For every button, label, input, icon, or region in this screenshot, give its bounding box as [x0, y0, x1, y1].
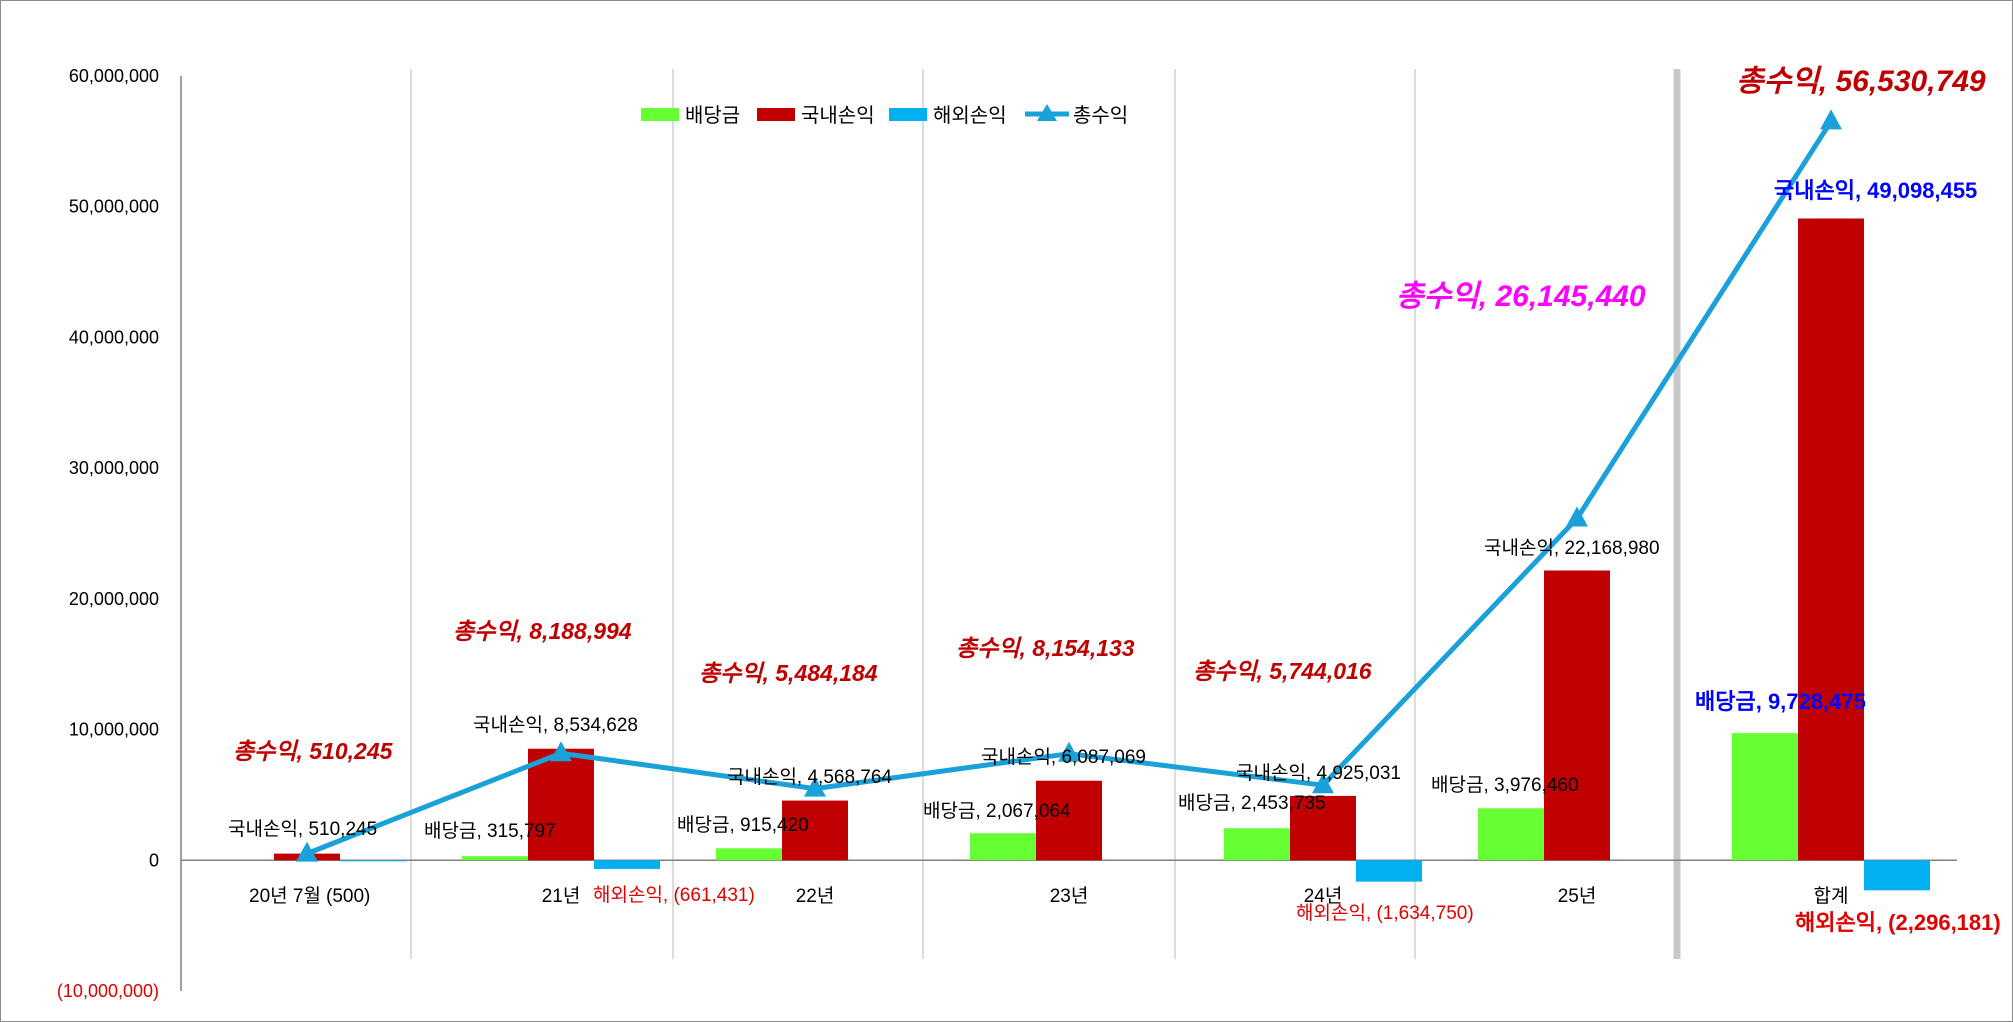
- domestic-bar: [1036, 780, 1102, 861]
- total-line: [296, 109, 1842, 862]
- triangle-marker-icon: [1037, 104, 1057, 121]
- dividend-bar: [970, 833, 1036, 861]
- domestic-bar: [528, 748, 594, 861]
- domestic-label-23y: 국내손익, 6,087,069: [981, 746, 1146, 768]
- overseas-bar: [340, 860, 406, 862]
- legend-label-domestic: 국내손익: [801, 104, 875, 127]
- dividend-label-sum: 배당금, 9,728,475: [1695, 689, 1866, 714]
- data-labels: 총수익, 510,245 국내손익, 510,245 (500) 총수익, 8,…: [228, 65, 2001, 935]
- domestic-label-22y: 국내손익, 4,568,764: [727, 766, 892, 788]
- y-tick-label: 30,000,000: [69, 458, 159, 478]
- total-point-triangle: [804, 776, 826, 797]
- domestic-label-21y: 국내손익, 8,534,628: [473, 714, 638, 736]
- total-point-triangle: [1820, 109, 1842, 130]
- overseas-bar: [594, 860, 660, 869]
- domestic-bar: [1290, 795, 1356, 861]
- dividend-label-23y: 배당금, 2,067,064: [923, 800, 1071, 822]
- dividend-label-22y: 배당금, 915,420: [677, 814, 809, 836]
- domestic-label-20y7m: 국내손익, 510,245: [228, 818, 377, 840]
- overseas-bar: [1864, 860, 1930, 891]
- category-label: 20년 7월: [249, 885, 321, 907]
- overseas-bar: [1356, 860, 1422, 882]
- y-tick-label: 10,000,000: [69, 720, 159, 740]
- total-label-21y: 총수익, 8,188,994: [453, 618, 632, 644]
- category-label: 합계: [1814, 885, 1849, 907]
- legend-label-total: 총수익: [1073, 104, 1128, 127]
- bars: [274, 218, 1930, 891]
- blue-bar-swatch-icon: [889, 108, 927, 121]
- category-labels: 20년 7월 21년 22년 23년 24년 25년 합계: [249, 885, 1848, 907]
- total-point-triangle: [1312, 773, 1334, 794]
- dividend-label-24y: 배당금, 2,453,735: [1178, 792, 1326, 814]
- legend: 배당금 국내손익 해외손익 총수익: [641, 104, 1128, 127]
- y-tick-label: 60,000,000: [69, 66, 159, 86]
- legend-item-overseas: 해외손익: [889, 104, 1007, 127]
- dividend-bar: [1478, 808, 1544, 861]
- red-bar-swatch-icon: [757, 108, 795, 121]
- domestic-bar: [1544, 570, 1610, 861]
- y-tick-label: 40,000,000: [69, 327, 159, 347]
- total-label-24y: 총수익, 5,744,016: [1193, 658, 1372, 684]
- dividend-bar: [1224, 828, 1290, 861]
- category-label: 23년: [1050, 885, 1089, 907]
- legend-item-dividend: 배당금: [641, 104, 740, 127]
- category-label: 25년: [1558, 885, 1597, 907]
- total-point-triangle: [296, 841, 318, 862]
- green-bar-swatch-icon: [641, 108, 679, 121]
- y-tick-label: (10,000,000): [57, 981, 159, 1001]
- domestic-bar: [1798, 218, 1864, 861]
- domestic-label-24y: 국내손익, 4,925,031: [1236, 762, 1401, 784]
- dividend-bar: [716, 848, 782, 861]
- total-point-triangle: [1058, 741, 1080, 762]
- y-tick-label: 50,000,000: [69, 197, 159, 217]
- total-label-20y7m: 총수익, 510,245: [233, 738, 394, 764]
- category-separators: [410, 69, 1681, 959]
- dividend-label-21y: 배당금, 315,797: [424, 820, 556, 842]
- y-tick-label: 20,000,000: [69, 589, 159, 609]
- domestic-bar: [782, 800, 848, 861]
- dividend-label-25y: 배당금, 3,976,460: [1431, 774, 1579, 796]
- legend-item-total: 총수익: [1025, 104, 1128, 127]
- category-label: 21년: [542, 885, 581, 907]
- total-label-23y: 총수익, 8,154,133: [956, 635, 1135, 661]
- total-label-22y: 총수익, 5,484,184: [699, 660, 878, 686]
- legend-label-overseas: 해외손익: [933, 104, 1007, 127]
- domestic-label-sum: 국내손익, 49,098,455: [1774, 178, 1977, 203]
- total-point-triangle: [1566, 506, 1588, 527]
- total-label-sum: 총수익, 56,530,749: [1736, 65, 1986, 98]
- dividend-bar: [1732, 733, 1798, 861]
- overseas-label-20y7m: (500): [326, 886, 370, 907]
- total-label-25y: 총수익, 26,145,440: [1396, 280, 1646, 313]
- legend-label-dividend: 배당금: [685, 104, 740, 127]
- total-point-triangle: [550, 741, 572, 762]
- y-tick-label: 0: [149, 850, 159, 870]
- legend-item-domestic: 국내손익: [757, 104, 875, 127]
- category-label: 24년: [1304, 885, 1343, 907]
- dividend-bar: [462, 856, 528, 861]
- domestic-label-25y: 국내손익, 22,168,980: [1484, 537, 1660, 559]
- overseas-label-21y: 해외손익, (661,431): [593, 884, 755, 906]
- overseas-label-sum: 해외손익, (2,296,181): [1795, 910, 2001, 935]
- overseas-label-24y: 해외손익, (1,634,750): [1296, 902, 1474, 924]
- category-label: 22년: [796, 885, 835, 907]
- y-axis-tick-labels: 60,000,000 50,000,000 40,000,000 30,000,000…: [57, 66, 159, 1001]
